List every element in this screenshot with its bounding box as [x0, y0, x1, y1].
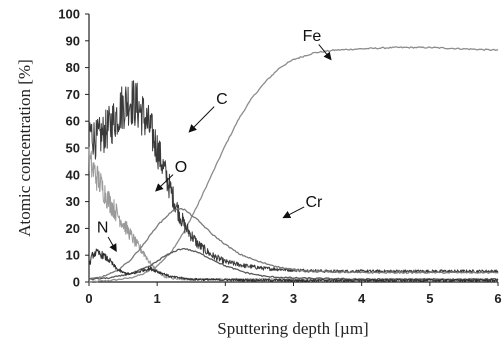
y-tick-label: 60: [66, 114, 80, 129]
y-tick-label: 100: [58, 7, 80, 22]
series-layer: [88, 46, 499, 283]
x-tick-label: 4: [358, 291, 366, 306]
o-series-line: [88, 146, 499, 281]
y-tick-label: 20: [66, 221, 80, 236]
n-series-label: N: [97, 219, 109, 236]
fe-series-label: Fe: [303, 28, 322, 45]
x-axis-title: Sputtering depth [µm]: [217, 319, 368, 338]
x-tick-label: 3: [290, 291, 297, 306]
x-tick-label: 1: [154, 291, 161, 306]
y-tick-label: 70: [66, 87, 80, 102]
x-axis-ticks: 0 1 2 3 4 5 6: [85, 282, 502, 306]
y-tick-label: 40: [66, 167, 80, 182]
y-axis-ticks: 0 10 20 30 40 50 60 70 80 90 100: [58, 7, 89, 290]
n-label-arrow: [107, 236, 117, 253]
x-tick-label: 2: [222, 291, 229, 306]
series-5-series-line: [88, 247, 499, 281]
cr-series-label: Cr: [306, 194, 324, 211]
x-tick-label: 6: [494, 291, 501, 306]
o-label-arrow: [155, 174, 174, 192]
y-tick-label: 10: [66, 248, 80, 263]
y-tick-label: 50: [66, 141, 80, 156]
y-tick-label: 30: [66, 194, 80, 209]
c-label-arrow: [188, 106, 215, 133]
c-series-line: [88, 80, 499, 274]
y-tick-label: 80: [66, 60, 80, 75]
n-series-line: [88, 248, 499, 282]
cr-label-arrow: [282, 206, 305, 219]
y-tick-label: 0: [73, 275, 80, 290]
x-tick-label: 5: [426, 291, 433, 306]
fe-label-arrow: [318, 44, 332, 61]
y-tick-label: 90: [66, 33, 80, 48]
cr-series-line: [88, 207, 499, 280]
plot-area: [88, 14, 498, 283]
x-tick-label: 0: [85, 291, 92, 306]
c-series-label: C: [216, 91, 228, 108]
annotation-layer: Fe C O Cr N: [97, 28, 332, 253]
fe-series-line: [88, 46, 499, 283]
y-axis-title: Atomic concentration [%]: [15, 59, 34, 237]
o-series-label: O: [175, 159, 187, 176]
